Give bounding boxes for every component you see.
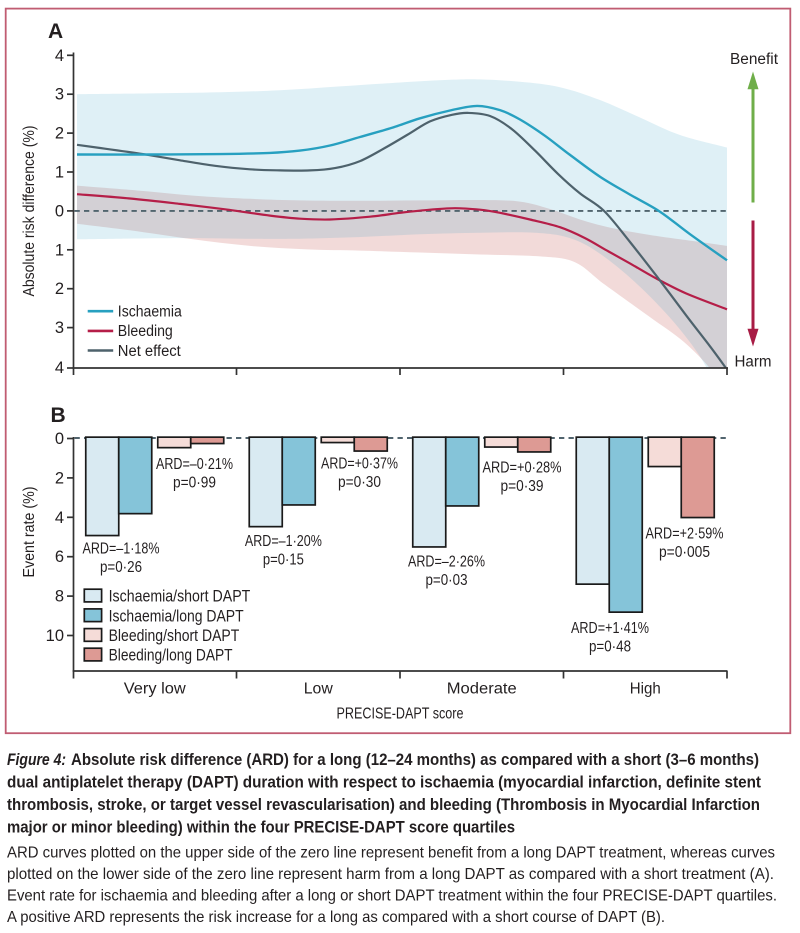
svg-text:ARD=–1·20%: ARD=–1·20% (245, 533, 322, 550)
svg-text:Event rate for ischaemia and b: Event rate for ischaemia and bleeding af… (7, 888, 777, 905)
svg-text:Event rate (%): Event rate (%) (21, 487, 38, 578)
svg-text:4: 4 (55, 47, 64, 65)
svg-text:ARD=–2·26%: ARD=–2·26% (408, 553, 485, 570)
svg-text:p=0·99: p=0·99 (173, 475, 216, 492)
svg-text:p=0·15: p=0·15 (263, 552, 304, 569)
svg-text:Very low: Very low (124, 681, 187, 698)
svg-text:p=0·26: p=0·26 (100, 559, 142, 576)
svg-text:Bleeding/long DAPT: Bleeding/long DAPT (109, 646, 233, 665)
svg-text:Net effect: Net effect (118, 343, 182, 360)
svg-text:1: 1 (55, 164, 64, 182)
svg-text:4: 4 (55, 509, 64, 527)
svg-text:3: 3 (55, 319, 64, 337)
svg-text:Ischaemia: Ischaemia (118, 304, 182, 321)
svg-text:ARD=–1·18%: ARD=–1·18% (83, 541, 160, 558)
svg-text:ARD=–0·21%: ARD=–0·21% (156, 456, 233, 473)
svg-text:Absolute risk difference (%): Absolute risk difference (%) (21, 126, 38, 297)
svg-text:p=0·03: p=0·03 (426, 572, 468, 589)
svg-text:2: 2 (55, 125, 64, 143)
svg-text:ARD curves plotted on the uppe: ARD curves plotted on the upper side of … (7, 845, 775, 862)
svg-text:major or minor bleeding) withi: major or minor bleeding) within the four… (7, 818, 515, 837)
svg-text:Bleeding: Bleeding (118, 323, 173, 340)
svg-text:2: 2 (55, 469, 64, 487)
svg-text:10: 10 (46, 627, 64, 645)
svg-text:A: A (48, 20, 63, 43)
svg-text:Benefit: Benefit (730, 51, 779, 68)
svg-text:p=0·48: p=0·48 (589, 638, 631, 655)
svg-text:0: 0 (55, 202, 64, 220)
svg-text:thrombosis, stroke, or target: thrombosis, stroke, or target vessel rev… (7, 795, 760, 814)
svg-text:ARD=+2·59%: ARD=+2·59% (646, 525, 724, 542)
svg-text:1: 1 (55, 241, 64, 259)
svg-text:Bleeding/short DAPT: Bleeding/short DAPT (109, 626, 240, 645)
svg-text:ARD=+1·41%: ARD=+1·41% (571, 620, 649, 637)
svg-text:Moderate: Moderate (447, 681, 517, 698)
svg-text:High: High (630, 681, 661, 698)
svg-text:4: 4 (55, 359, 64, 377)
svg-text:3: 3 (55, 86, 64, 104)
svg-text:dual antiplatelet therapy (DAP: dual antiplatelet therapy (DAPT) duratio… (7, 773, 761, 792)
svg-text:Ischaemia/short DAPT: Ischaemia/short DAPT (109, 587, 251, 606)
svg-text:0: 0 (55, 430, 64, 448)
svg-text:6: 6 (55, 548, 64, 566)
svg-text:Figure 4:: Figure 4: (7, 750, 66, 769)
svg-text:ARD=+0·28%: ARD=+0·28% (483, 460, 562, 477)
svg-text:Absolute risk difference (ARD): Absolute risk difference (ARD) for a lon… (71, 750, 759, 769)
svg-text:8: 8 (55, 588, 64, 606)
svg-text:2: 2 (55, 280, 64, 298)
svg-text:p=0·30: p=0·30 (338, 474, 381, 491)
svg-text:PRECISE-DAPT score: PRECISE-DAPT score (337, 706, 464, 723)
svg-text:A positive ARD represents the: A positive ARD represents the risk incre… (7, 909, 665, 926)
svg-text:B: B (51, 404, 66, 427)
svg-text:Ischaemia/long DAPT: Ischaemia/long DAPT (109, 606, 244, 625)
svg-text:p=0·39: p=0·39 (501, 478, 544, 495)
svg-text:plotted on the lower side of t: plotted on the lower side of the zero li… (7, 866, 774, 883)
svg-text:Harm: Harm (735, 354, 772, 371)
svg-text:p=0·005: p=0·005 (659, 544, 710, 561)
svg-text:Low: Low (304, 681, 334, 698)
svg-text:ARD=+0·37%: ARD=+0·37% (321, 456, 398, 473)
